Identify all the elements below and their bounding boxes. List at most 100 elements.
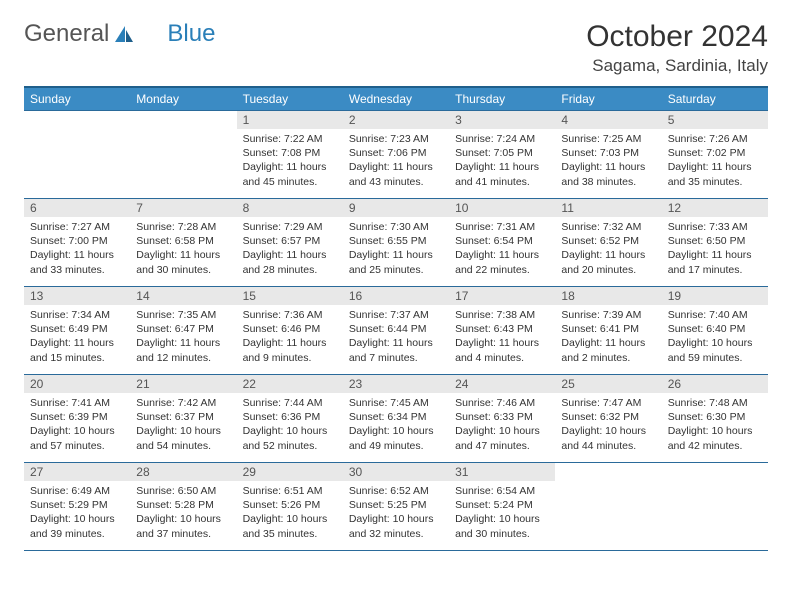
calendar-day-cell: 23Sunrise: 7:45 AMSunset: 6:34 PMDayligh… [343, 375, 449, 463]
weekday-header: Sunday [24, 87, 130, 111]
day-number: 31 [449, 463, 555, 481]
day-number: 12 [662, 199, 768, 217]
day-details: Sunrise: 6:51 AMSunset: 5:26 PMDaylight:… [237, 481, 343, 544]
calendar-day-cell [24, 111, 130, 199]
location: Sagama, Sardinia, Italy [586, 56, 768, 76]
day-number: 14 [130, 287, 236, 305]
calendar-day-cell: 28Sunrise: 6:50 AMSunset: 5:28 PMDayligh… [130, 463, 236, 551]
day-number: 25 [555, 375, 661, 393]
day-details: Sunrise: 7:23 AMSunset: 7:06 PMDaylight:… [343, 129, 449, 192]
calendar-day-cell: 25Sunrise: 7:47 AMSunset: 6:32 PMDayligh… [555, 375, 661, 463]
calendar-day-cell: 9Sunrise: 7:30 AMSunset: 6:55 PMDaylight… [343, 199, 449, 287]
calendar-day-cell: 7Sunrise: 7:28 AMSunset: 6:58 PMDaylight… [130, 199, 236, 287]
day-number: 6 [24, 199, 130, 217]
day-details: Sunrise: 7:22 AMSunset: 7:08 PMDaylight:… [237, 129, 343, 192]
day-details: Sunrise: 7:42 AMSunset: 6:37 PMDaylight:… [130, 393, 236, 456]
calendar-table: SundayMondayTuesdayWednesdayThursdayFrid… [24, 86, 768, 551]
calendar-day-cell: 20Sunrise: 7:41 AMSunset: 6:39 PMDayligh… [24, 375, 130, 463]
month-title: October 2024 [586, 20, 768, 54]
calendar-week-row: 27Sunrise: 6:49 AMSunset: 5:29 PMDayligh… [24, 463, 768, 551]
day-number: 27 [24, 463, 130, 481]
day-details: Sunrise: 7:30 AMSunset: 6:55 PMDaylight:… [343, 217, 449, 280]
calendar-day-cell: 27Sunrise: 6:49 AMSunset: 5:29 PMDayligh… [24, 463, 130, 551]
day-number: 1 [237, 111, 343, 129]
day-details: Sunrise: 7:27 AMSunset: 7:00 PMDaylight:… [24, 217, 130, 280]
calendar-week-row: 1Sunrise: 7:22 AMSunset: 7:08 PMDaylight… [24, 111, 768, 199]
day-details: Sunrise: 7:38 AMSunset: 6:43 PMDaylight:… [449, 305, 555, 368]
day-details: Sunrise: 7:29 AMSunset: 6:57 PMDaylight:… [237, 217, 343, 280]
day-details: Sunrise: 7:36 AMSunset: 6:46 PMDaylight:… [237, 305, 343, 368]
calendar-day-cell: 24Sunrise: 7:46 AMSunset: 6:33 PMDayligh… [449, 375, 555, 463]
day-details: Sunrise: 7:32 AMSunset: 6:52 PMDaylight:… [555, 217, 661, 280]
header: General Blue October 2024 Sagama, Sardin… [24, 20, 768, 76]
logo-sail-icon [113, 24, 135, 44]
day-number: 3 [449, 111, 555, 129]
calendar-day-cell: 18Sunrise: 7:39 AMSunset: 6:41 PMDayligh… [555, 287, 661, 375]
day-number: 23 [343, 375, 449, 393]
day-number: 21 [130, 375, 236, 393]
calendar-day-cell: 29Sunrise: 6:51 AMSunset: 5:26 PMDayligh… [237, 463, 343, 551]
weekday-header: Thursday [449, 87, 555, 111]
day-details: Sunrise: 7:35 AMSunset: 6:47 PMDaylight:… [130, 305, 236, 368]
logo-text-general: General [24, 20, 109, 48]
day-details: Sunrise: 7:25 AMSunset: 7:03 PMDaylight:… [555, 129, 661, 192]
day-number: 8 [237, 199, 343, 217]
day-details: Sunrise: 7:44 AMSunset: 6:36 PMDaylight:… [237, 393, 343, 456]
calendar-day-cell: 13Sunrise: 7:34 AMSunset: 6:49 PMDayligh… [24, 287, 130, 375]
calendar-week-row: 20Sunrise: 7:41 AMSunset: 6:39 PMDayligh… [24, 375, 768, 463]
calendar-day-cell [555, 463, 661, 551]
day-details: Sunrise: 7:34 AMSunset: 6:49 PMDaylight:… [24, 305, 130, 368]
day-number: 11 [555, 199, 661, 217]
calendar-day-cell: 14Sunrise: 7:35 AMSunset: 6:47 PMDayligh… [130, 287, 236, 375]
day-number: 18 [555, 287, 661, 305]
day-details: Sunrise: 7:41 AMSunset: 6:39 PMDaylight:… [24, 393, 130, 456]
calendar-day-cell: 19Sunrise: 7:40 AMSunset: 6:40 PMDayligh… [662, 287, 768, 375]
day-number: 9 [343, 199, 449, 217]
day-number: 30 [343, 463, 449, 481]
day-details: Sunrise: 7:40 AMSunset: 6:40 PMDaylight:… [662, 305, 768, 368]
weekday-header: Monday [130, 87, 236, 111]
calendar-day-cell: 16Sunrise: 7:37 AMSunset: 6:44 PMDayligh… [343, 287, 449, 375]
calendar-day-cell: 17Sunrise: 7:38 AMSunset: 6:43 PMDayligh… [449, 287, 555, 375]
day-details: Sunrise: 7:28 AMSunset: 6:58 PMDaylight:… [130, 217, 236, 280]
weekday-header-row: SundayMondayTuesdayWednesdayThursdayFrid… [24, 87, 768, 111]
calendar-day-cell: 10Sunrise: 7:31 AMSunset: 6:54 PMDayligh… [449, 199, 555, 287]
calendar-day-cell: 26Sunrise: 7:48 AMSunset: 6:30 PMDayligh… [662, 375, 768, 463]
day-number: 22 [237, 375, 343, 393]
day-details: Sunrise: 7:24 AMSunset: 7:05 PMDaylight:… [449, 129, 555, 192]
day-number: 24 [449, 375, 555, 393]
day-details: Sunrise: 6:49 AMSunset: 5:29 PMDaylight:… [24, 481, 130, 544]
day-details: Sunrise: 7:26 AMSunset: 7:02 PMDaylight:… [662, 129, 768, 192]
day-number: 2 [343, 111, 449, 129]
calendar-day-cell [662, 463, 768, 551]
logo: General Blue [24, 20, 215, 48]
day-number: 5 [662, 111, 768, 129]
day-number: 4 [555, 111, 661, 129]
calendar-day-cell [130, 111, 236, 199]
calendar-day-cell: 4Sunrise: 7:25 AMSunset: 7:03 PMDaylight… [555, 111, 661, 199]
calendar-day-cell: 11Sunrise: 7:32 AMSunset: 6:52 PMDayligh… [555, 199, 661, 287]
day-details: Sunrise: 7:48 AMSunset: 6:30 PMDaylight:… [662, 393, 768, 456]
day-details: Sunrise: 6:52 AMSunset: 5:25 PMDaylight:… [343, 481, 449, 544]
weekday-header: Friday [555, 87, 661, 111]
calendar-day-cell: 8Sunrise: 7:29 AMSunset: 6:57 PMDaylight… [237, 199, 343, 287]
calendar-day-cell: 15Sunrise: 7:36 AMSunset: 6:46 PMDayligh… [237, 287, 343, 375]
calendar-week-row: 13Sunrise: 7:34 AMSunset: 6:49 PMDayligh… [24, 287, 768, 375]
day-number: 28 [130, 463, 236, 481]
calendar-day-cell: 21Sunrise: 7:42 AMSunset: 6:37 PMDayligh… [130, 375, 236, 463]
day-number [130, 111, 236, 129]
day-number: 16 [343, 287, 449, 305]
day-details: Sunrise: 7:33 AMSunset: 6:50 PMDaylight:… [662, 217, 768, 280]
calendar-day-cell: 22Sunrise: 7:44 AMSunset: 6:36 PMDayligh… [237, 375, 343, 463]
day-number: 19 [662, 287, 768, 305]
day-number [555, 463, 661, 481]
weekday-header: Tuesday [237, 87, 343, 111]
day-number [24, 111, 130, 129]
weekday-header: Saturday [662, 87, 768, 111]
day-details: Sunrise: 7:45 AMSunset: 6:34 PMDaylight:… [343, 393, 449, 456]
day-details: Sunrise: 7:46 AMSunset: 6:33 PMDaylight:… [449, 393, 555, 456]
day-details: Sunrise: 7:37 AMSunset: 6:44 PMDaylight:… [343, 305, 449, 368]
day-details: Sunrise: 7:47 AMSunset: 6:32 PMDaylight:… [555, 393, 661, 456]
day-number [662, 463, 768, 481]
calendar-day-cell: 12Sunrise: 7:33 AMSunset: 6:50 PMDayligh… [662, 199, 768, 287]
